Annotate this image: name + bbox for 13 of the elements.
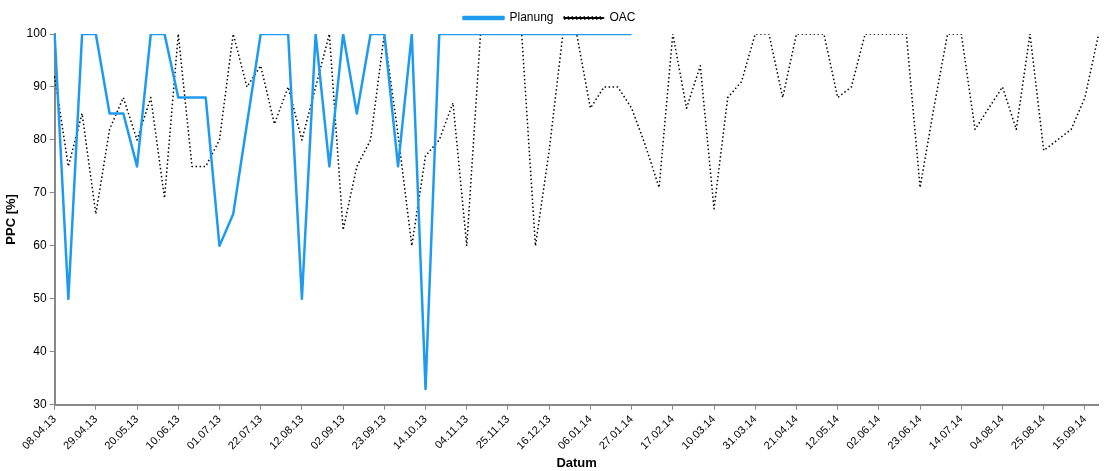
legend-label: Planung	[509, 10, 554, 25]
legend-label: OAC	[609, 10, 636, 25]
y-tick-label: 70	[33, 185, 47, 200]
y-tick-label: 60	[33, 238, 47, 253]
y-tick-label: 50	[33, 291, 47, 306]
y-tick-label: 90	[33, 79, 47, 94]
y-tick-label: 30	[33, 397, 47, 412]
line-series	[53, 34, 1100, 247]
y-tick-label: 40	[33, 344, 47, 359]
y-axis-title: PPC [%]	[3, 194, 19, 245]
y-tick-label: 80	[33, 132, 47, 147]
x-axis-title: Datum	[556, 454, 597, 470]
y-tick-label: 100	[26, 26, 47, 41]
